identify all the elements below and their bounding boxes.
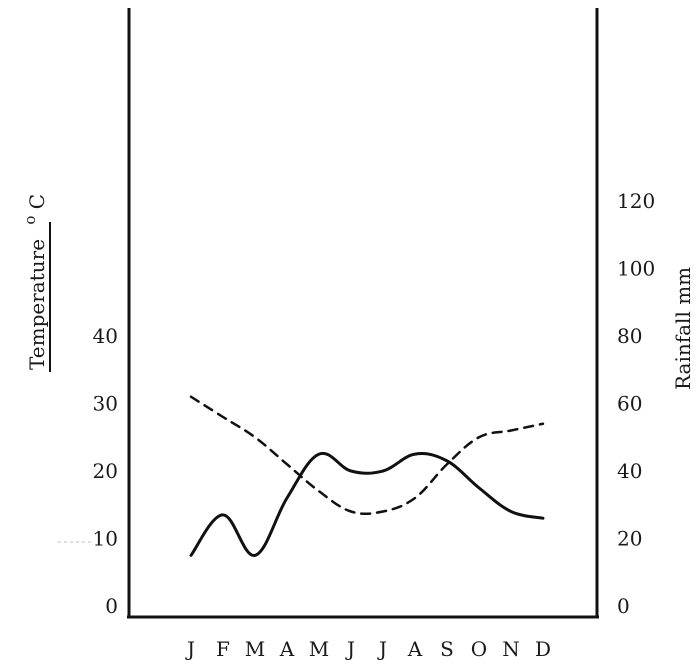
month-label: O <box>471 637 487 661</box>
right-tick-label: 100 <box>617 257 655 281</box>
month-label: J <box>185 637 195 661</box>
right-tick-label: 120 <box>617 189 655 213</box>
left-tick-label: 10 <box>93 527 118 551</box>
month-label: M <box>245 637 265 661</box>
month-label: N <box>502 637 520 661</box>
series-layer <box>189 395 545 557</box>
left-tick-label: 0 <box>105 594 118 618</box>
right-tick-label: 60 <box>617 392 642 416</box>
month-label: F <box>216 637 230 661</box>
left-axis-ticks: 0 10 20 30 40 <box>58 324 118 618</box>
left-axis-title: Temperature o C <box>16 194 49 370</box>
dashed-series-line <box>189 395 545 516</box>
month-label: J <box>377 637 387 661</box>
svg-text:Temperature o C: Temperature o C <box>16 194 49 370</box>
right-tick-label: 20 <box>617 527 642 551</box>
month-label: D <box>535 637 551 661</box>
right-tick-label: 80 <box>617 324 642 348</box>
left-tick-label: 20 <box>93 459 118 483</box>
right-tick-label: 40 <box>617 459 642 483</box>
month-label: S <box>440 637 454 661</box>
left-axis-title-unit: C <box>25 194 49 209</box>
solid-series-line <box>189 451 545 557</box>
svg-text:Rainfall mm: Rainfall mm <box>671 267 695 390</box>
left-tick-label: 40 <box>93 324 118 348</box>
right-axis-title: Rainfall mm <box>671 267 695 390</box>
month-label: A <box>279 637 295 661</box>
right-axis-ticks: 0 20 40 60 80 100 120 <box>617 189 655 618</box>
left-axis-title-main: Temperature <box>25 239 49 370</box>
month-label: M <box>309 637 329 661</box>
right-tick-label: 0 <box>617 594 630 618</box>
left-axis-title-degree: o <box>21 216 39 225</box>
month-label: A <box>407 637 423 661</box>
left-tick-label: 30 <box>93 392 118 416</box>
month-label: J <box>345 637 355 661</box>
